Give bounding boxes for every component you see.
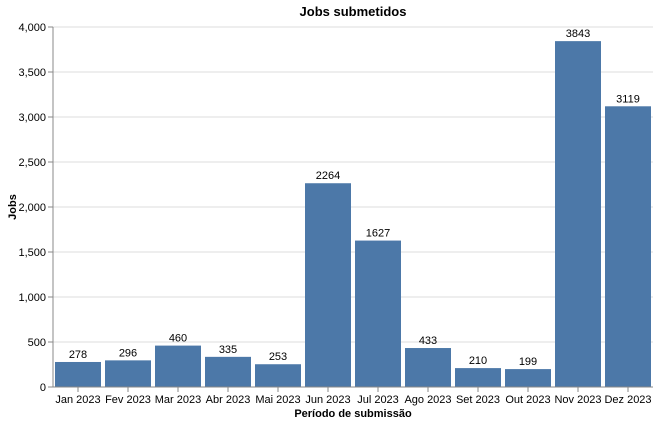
x-tick-label: Nov 2023 — [554, 394, 601, 406]
bar — [405, 348, 451, 387]
x-tick-label: Jul 2023 — [357, 394, 399, 406]
data-label: 278 — [69, 349, 87, 361]
bar — [555, 41, 601, 387]
data-label: 1627 — [366, 228, 390, 240]
bar — [55, 361, 101, 387]
y-tick-label: 2,500 — [18, 157, 46, 169]
y-tick-label: 3,500 — [18, 67, 46, 79]
grid — [53, 26, 653, 388]
x-tick-label: Out 2023 — [505, 394, 550, 406]
bar — [305, 183, 351, 387]
bar — [155, 345, 201, 387]
y-axis: 0 500 1,000 1,500 2,000 2,500 3,000 3,500 4,000 — [18, 22, 54, 394]
data-label: 3843 — [566, 28, 590, 40]
x-axis-title: Período de submissão — [294, 408, 412, 420]
bar — [205, 356, 251, 387]
bar — [605, 106, 651, 387]
data-labels: 278 296 460 335 253 2264 1627 433 210 199 3843 3119 — [69, 28, 640, 368]
x-tick-label: Jan 2023 — [55, 394, 100, 406]
y-tick-label: 1,500 — [18, 247, 46, 259]
data-label: 296 — [119, 347, 137, 359]
chart-title: Jobs submetidos — [300, 4, 407, 19]
y-tick-label: 2,000 — [18, 202, 46, 214]
bar — [455, 368, 501, 387]
data-label: 2264 — [316, 170, 340, 182]
y-axis-title: Jobs — [7, 194, 19, 220]
x-tick-label: Abr 2023 — [206, 394, 251, 406]
x-axis: Jan 2023 Fev 2023 Mar 2023 Abr 2023 Mai 2023… — [53, 386, 653, 406]
data-label: 210 — [469, 355, 487, 367]
x-tick-label: Set 2023 — [456, 394, 500, 406]
x-tick-label: Dez 2023 — [604, 394, 651, 406]
x-tick-label: Ago 2023 — [404, 394, 451, 406]
bar — [105, 360, 151, 387]
bar — [505, 369, 551, 387]
x-tick-label: Jun 2023 — [305, 394, 350, 406]
x-tick-label: Mai 2023 — [255, 394, 300, 406]
data-label: 199 — [519, 356, 537, 368]
data-label: 433 — [419, 335, 437, 347]
y-tick-label: 500 — [28, 337, 46, 349]
data-label: 335 — [219, 344, 237, 356]
x-tick-label: Mar 2023 — [155, 394, 201, 406]
bar — [355, 240, 401, 387]
y-tick-label: 4,000 — [18, 22, 46, 34]
x-tick-label: Fev 2023 — [105, 394, 151, 406]
data-label: 3119 — [616, 93, 640, 105]
bars — [55, 41, 651, 387]
y-tick-label: 1,000 — [18, 292, 46, 304]
bar — [255, 364, 301, 387]
data-label: 253 — [269, 351, 287, 363]
y-tick-label: 0 — [40, 382, 46, 394]
data-label: 460 — [169, 333, 187, 345]
y-tick-label: 3,000 — [18, 112, 46, 124]
